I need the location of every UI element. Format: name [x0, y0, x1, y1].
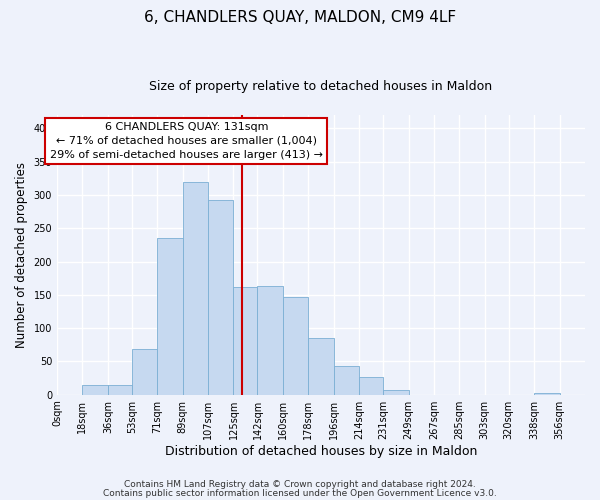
Bar: [157, 238, 182, 394]
Bar: [359, 376, 383, 394]
Text: 6 CHANDLERS QUAY: 131sqm
← 71% of detached houses are smaller (1,004)
29% of sem: 6 CHANDLERS QUAY: 131sqm ← 71% of detach…: [50, 122, 323, 160]
Bar: [82, 384, 108, 394]
Bar: [308, 338, 334, 394]
Text: 6, CHANDLERS QUAY, MALDON, CM9 4LF: 6, CHANDLERS QUAY, MALDON, CM9 4LF: [144, 10, 456, 25]
Text: Contains public sector information licensed under the Open Government Licence v3: Contains public sector information licen…: [103, 488, 497, 498]
Title: Size of property relative to detached houses in Maldon: Size of property relative to detached ho…: [149, 80, 493, 93]
Bar: [208, 200, 233, 394]
Bar: [108, 384, 132, 394]
Bar: [132, 350, 157, 395]
Bar: [182, 182, 208, 394]
X-axis label: Distribution of detached houses by size in Maldon: Distribution of detached houses by size …: [165, 444, 477, 458]
Bar: [383, 390, 409, 394]
Bar: [283, 297, 308, 394]
Text: Contains HM Land Registry data © Crown copyright and database right 2024.: Contains HM Land Registry data © Crown c…: [124, 480, 476, 489]
Bar: [334, 366, 359, 394]
Y-axis label: Number of detached properties: Number of detached properties: [15, 162, 28, 348]
Bar: [233, 287, 257, 395]
Bar: [257, 286, 283, 395]
